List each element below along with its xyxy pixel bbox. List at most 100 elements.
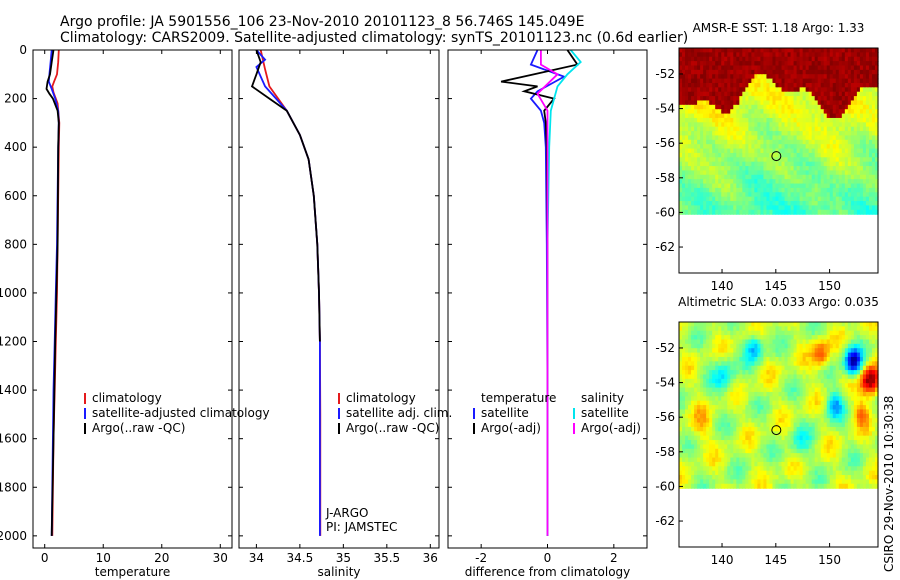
sla_map-cell [787, 348, 792, 354]
sst_map-cell [757, 205, 762, 211]
sla_map-cell [679, 330, 683, 336]
sst_map-cell [754, 148, 758, 154]
sla_map-cell [787, 396, 792, 402]
sst_map-cell [835, 187, 840, 193]
sst_map-cell [709, 52, 713, 58]
sla_map-cell [727, 400, 731, 406]
sst_map-cell [838, 152, 843, 158]
sla_map-cell [787, 457, 792, 463]
sla_map-cell [865, 352, 870, 358]
sst_map-cell [709, 104, 713, 110]
sst_map-cell [766, 135, 771, 141]
sla_map-cell [775, 370, 780, 376]
sst_map-cell [856, 91, 861, 97]
sst_map-cell [781, 183, 786, 189]
sla_map-cell [730, 422, 734, 428]
sst_map-cell [733, 161, 737, 167]
sla_map-cell [736, 339, 740, 345]
sla_map-cell [769, 356, 774, 362]
sst_map-cell [805, 170, 810, 176]
sst_map-cell [748, 174, 752, 180]
sla_map-cell [682, 335, 686, 341]
sla_map-cell [760, 361, 765, 367]
sla_map-cell [685, 365, 689, 371]
sla_map-cell [754, 335, 758, 341]
sst_map-cell [820, 183, 825, 189]
sst_map-cell [727, 148, 731, 154]
sst_map-cell [793, 196, 798, 202]
sst_map-cell [784, 109, 789, 115]
sla_map-cell [739, 470, 743, 476]
sst_map-cell [742, 52, 746, 58]
sst_map-cell [781, 187, 786, 193]
sst_map-cell [802, 91, 807, 97]
sla_map-cell [826, 374, 831, 380]
sst_map-cell [781, 69, 786, 75]
sst_map-cell [838, 122, 843, 128]
sst_map-cell [766, 82, 771, 88]
sst_map-cell [706, 109, 710, 115]
sla_map-cell [691, 444, 695, 450]
sst_map-cell [793, 117, 798, 123]
sst_map-cell [856, 100, 861, 106]
sla_map-cell [832, 370, 837, 376]
sla_map-cell [862, 326, 867, 332]
sla_map-cell [847, 352, 852, 358]
sst_map-cell [700, 82, 704, 88]
sst_map-cell [715, 187, 719, 193]
salinity-legend-2-label: Argo(..raw -QC) [346, 421, 439, 435]
sst_map-cell [730, 166, 734, 172]
sla_map-cell [736, 365, 740, 371]
sla_map-cell [694, 339, 698, 345]
sla_map-cell [724, 426, 728, 432]
sla_map-cell [796, 383, 801, 389]
sla_map-cell [682, 422, 686, 428]
sst_map-cell [724, 196, 728, 202]
sla_map-cell [688, 418, 692, 424]
sla_map-cell [706, 352, 710, 358]
sst_map-cell [763, 74, 768, 80]
sst_map-cell [730, 161, 734, 167]
sla_map-cell [778, 444, 783, 450]
sst_map-cell [718, 78, 722, 84]
sla_map-cell [808, 426, 813, 432]
sla_map-cell [757, 409, 762, 415]
sla_map-cell [838, 378, 843, 384]
sst_map-cell [862, 87, 867, 93]
sst_map-cell [757, 91, 762, 97]
sla_map-cell [715, 426, 719, 432]
sst_map-cell [727, 82, 731, 88]
sst_map-cell [820, 170, 825, 176]
sst_map-cell [787, 109, 792, 115]
sst_map-cell [745, 174, 749, 180]
sst_map-cell [838, 61, 843, 67]
sla_map-cell [769, 374, 774, 380]
sla_map-cell [781, 453, 786, 459]
sst_map-cell [829, 139, 834, 145]
sst_map-cell [775, 48, 780, 53]
sst_map-cell [745, 179, 749, 185]
sla_map-cell [793, 396, 798, 402]
sla_map-cell [742, 326, 746, 332]
sla_map-cell [721, 396, 725, 402]
sla_map-cell [814, 383, 819, 389]
sst_map-cell [748, 122, 752, 128]
sla_map-cell [826, 343, 831, 349]
sst_map-cell [709, 91, 713, 97]
sst_map-cell [724, 148, 728, 154]
sla_map-cell [766, 426, 771, 432]
sst_map-cell [763, 82, 768, 88]
sst_map-cell [820, 56, 825, 62]
sst_map-cell [862, 205, 867, 211]
sla_map-cell [841, 448, 846, 454]
sla_map-cell [856, 391, 861, 397]
sla_map-cell [868, 356, 873, 362]
sla_map-cell [772, 418, 777, 424]
sst_map-cell [859, 166, 864, 172]
sla_map-cell [754, 461, 758, 467]
sst_map-cell [760, 78, 765, 84]
sst_map-cell [805, 91, 810, 97]
sst_map-cell [808, 96, 813, 102]
sla_map-cell [838, 461, 843, 467]
sst_map-cell [730, 96, 734, 102]
